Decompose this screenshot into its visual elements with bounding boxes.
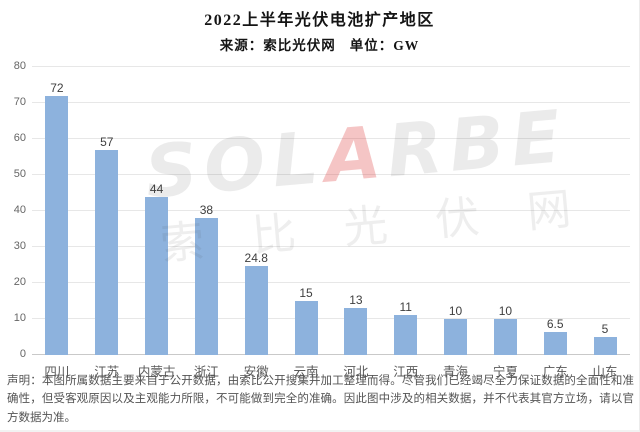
bar-slot: 10 青海 [431, 67, 481, 379]
bar-value-label: 38 [199, 203, 214, 218]
bar [493, 319, 517, 355]
x-axis-label: 宁夏 [492, 365, 518, 379]
chart-subtitle: 来源：索比光伏网 单位：GW [0, 34, 639, 54]
y-axis-tick-label: 10 [13, 312, 26, 324]
gridline [32, 282, 630, 283]
bar-value-label: 44 [149, 181, 164, 196]
chart-header: 2022上半年光伏电池扩产地区 来源：索比光伏网 单位：GW [0, 6, 639, 54]
source-label: 来源：索比光伏网 [219, 38, 336, 53]
bar [444, 319, 468, 355]
bar [95, 149, 119, 355]
bar [45, 95, 69, 355]
gridline [32, 66, 630, 67]
bar-value-label: 13 [349, 293, 363, 308]
gridline [32, 138, 630, 139]
bar-slot: 44 内蒙古 [132, 67, 182, 379]
bar-slot: 72 四川 [32, 67, 82, 379]
gridline [32, 102, 630, 103]
y-axis-tick-label: 0 [19, 348, 26, 360]
x-axis-label: 云南 [293, 365, 319, 379]
x-axis-label: 江苏 [94, 365, 120, 379]
bar-slot: 24.8 安徽 [231, 67, 281, 379]
y-axis-tick-label: 40 [13, 204, 26, 216]
bar-value-label: 11 [399, 300, 412, 315]
bar [244, 265, 268, 355]
x-axis-label: 安徽 [243, 365, 269, 379]
x-axis-label: 青海 [443, 365, 469, 379]
disclaimer-text: 声明：本图所属数据主要来自于公开数据，由索比公开搜集并加工整理而得。尽管我们已经… [7, 374, 634, 424]
unit-label: 单位：GW [349, 38, 420, 53]
bar [344, 308, 368, 355]
x-axis-label: 广东 [542, 365, 568, 379]
gridline [32, 210, 630, 211]
x-axis-label: 山东 [592, 365, 618, 379]
x-axis-label: 江西 [393, 365, 419, 379]
bars-container: 72 四川 57 江苏 44 内蒙古 38 浙江 24.8 安徽 15 云南 13 河北 11 江西 10 青海 1… [32, 67, 630, 379]
x-axis-label: 浙江 [193, 365, 219, 379]
bar-slot: 6.5 广东 [530, 67, 580, 379]
bar [543, 331, 567, 355]
bar [394, 315, 418, 355]
gridline [32, 246, 630, 247]
x-axis-line [32, 354, 630, 355]
chart-title: 2022上半年光伏电池扩产地区 [204, 12, 435, 29]
x-axis-label: 四川 [44, 365, 70, 379]
bar-value-label: 15 [299, 286, 313, 300]
y-axis-tick-label: 20 [13, 276, 26, 288]
bar-slot: 57 江苏 [82, 67, 132, 379]
bar [294, 301, 318, 355]
bar-value-label: 57 [100, 134, 114, 149]
bar-slot: 5 山东 [580, 67, 630, 379]
y-axis-tick-label: 30 [13, 240, 26, 252]
bar-value-label: 24.8 [244, 250, 268, 265]
bar-chart: 72 四川 57 江苏 44 内蒙古 38 浙江 24.8 安徽 15 云南 13 河北 11 江西 10 青海 1… [4, 60, 632, 379]
x-axis-label: 内蒙古 [137, 365, 176, 379]
bar-value-label: 10 [448, 304, 463, 318]
bar-slot: 11 江西 [381, 67, 431, 379]
bar-value-label: 5 [601, 322, 609, 336]
bar-value-label: 72 [50, 80, 64, 95]
bar-value-label: 10 [498, 304, 513, 318]
y-axis-tick-label: 50 [13, 168, 26, 180]
gridline [32, 318, 630, 319]
plot-area: 72 四川 57 江苏 44 内蒙古 38 浙江 24.8 安徽 15 云南 13 河北 11 江西 10 青海 1… [32, 66, 630, 379]
bar [593, 337, 617, 355]
bar [145, 196, 169, 355]
y-axis-tick-label: 80 [13, 60, 26, 72]
bar-slot: 13 河北 [331, 67, 381, 379]
bar-slot: 10 宁夏 [480, 67, 530, 379]
gridline [32, 174, 630, 175]
x-axis-label: 河北 [343, 365, 369, 379]
bar-slot: 15 云南 [281, 67, 331, 379]
bar-slot: 38 浙江 [181, 67, 231, 379]
bar [194, 218, 218, 355]
y-axis-tick-label: 70 [13, 96, 26, 108]
y-axis-tick-label: 60 [13, 132, 26, 144]
bar-value-label: 6.5 [546, 316, 564, 331]
